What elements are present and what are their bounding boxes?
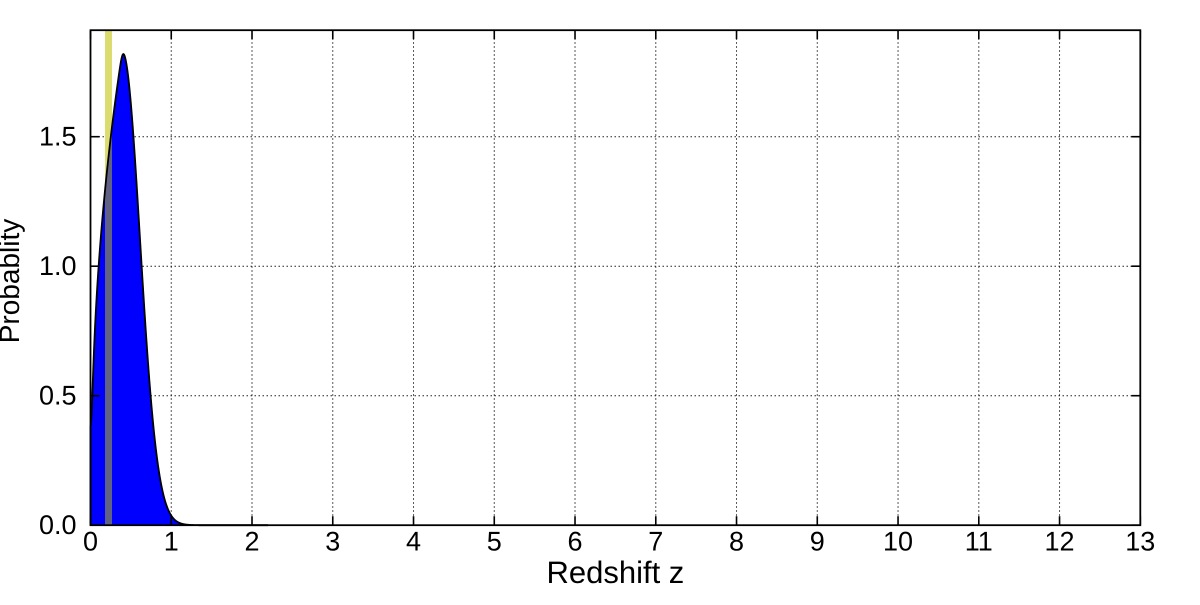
- svg-text:11: 11: [965, 527, 993, 557]
- svg-text:7: 7: [648, 527, 663, 557]
- svg-text:Probablity: Probablity: [0, 219, 25, 344]
- svg-text:10: 10: [883, 527, 913, 557]
- svg-text:Redshift z: Redshift z: [546, 555, 684, 590]
- svg-text:0.0: 0.0: [39, 510, 77, 540]
- svg-text:1: 1: [164, 527, 179, 557]
- svg-text:0.5: 0.5: [39, 381, 77, 411]
- svg-text:6: 6: [568, 527, 583, 557]
- svg-text:5: 5: [487, 527, 502, 557]
- svg-text:8: 8: [729, 527, 744, 557]
- svg-text:2: 2: [244, 527, 259, 557]
- svg-text:12: 12: [1045, 527, 1075, 557]
- svg-text:0: 0: [83, 527, 98, 557]
- svg-text:3: 3: [325, 527, 340, 557]
- svg-text:1.5: 1.5: [39, 122, 77, 152]
- svg-text:1.0: 1.0: [39, 251, 77, 281]
- svg-text:9: 9: [810, 527, 825, 557]
- svg-text:4: 4: [406, 527, 421, 557]
- svg-text:13: 13: [1125, 527, 1155, 557]
